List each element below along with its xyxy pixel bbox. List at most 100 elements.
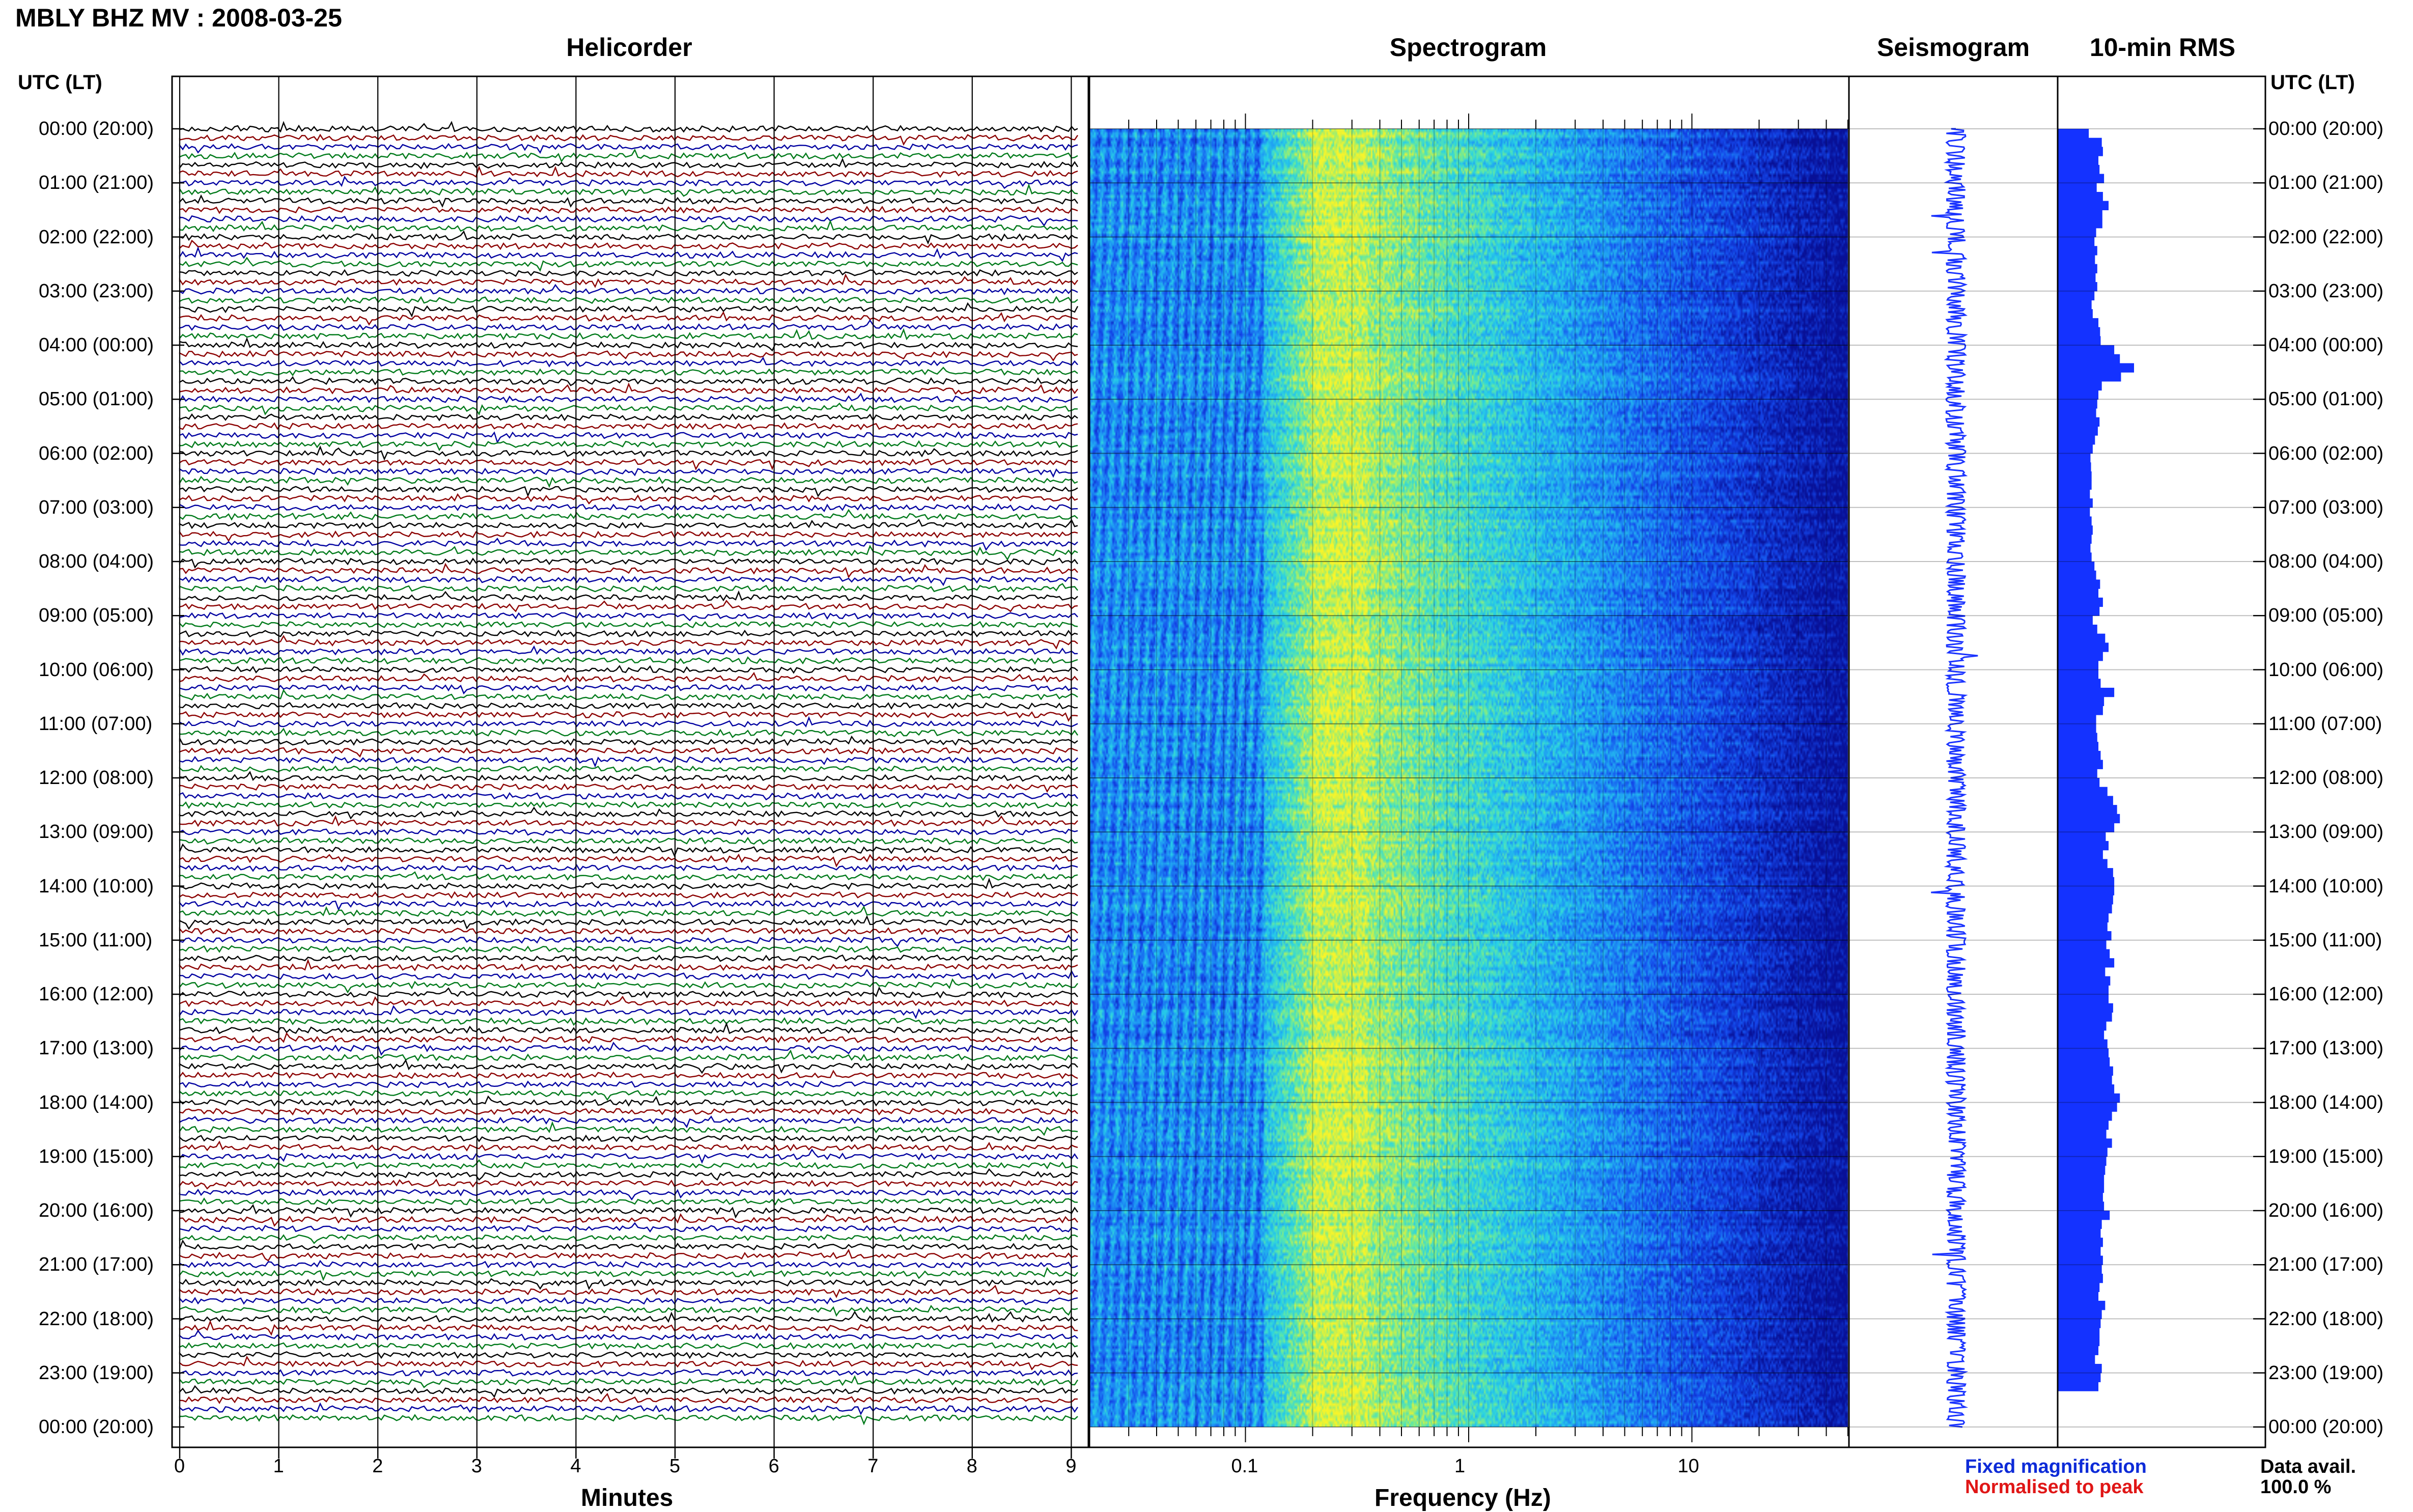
- rms-bar: [2058, 904, 2112, 914]
- rms-bar: [2058, 183, 2097, 192]
- rms-bar: [2058, 787, 2108, 797]
- helicorder-trace-line: [179, 634, 1078, 650]
- rms-bar: [2058, 246, 2097, 256]
- helicorder-trace-line: [179, 206, 1078, 214]
- helicorder-trace-line: [179, 367, 1078, 377]
- helicorder-trace-line: [179, 954, 1078, 963]
- left-time-axis-label: UTC (LT): [18, 71, 102, 94]
- helicorder-trace-line: [179, 575, 1078, 586]
- helicorder-trace-line: [179, 183, 1078, 197]
- rms-bar: [2058, 597, 2103, 607]
- helicorder-trace-line: [179, 927, 1078, 935]
- helicorder-trace-line: [179, 853, 1078, 867]
- helicorder-trace-line: [179, 871, 1078, 881]
- helicorder-trace-line: [179, 440, 1078, 452]
- rms-bar: [2058, 652, 2103, 661]
- helicorder-trace-line: [179, 376, 1078, 386]
- helicorder-trace-line: [179, 590, 1078, 602]
- left-time-label: 13:00 (09:00): [39, 821, 154, 843]
- rms-bar: [2058, 444, 2093, 454]
- seismogram-panel: [1849, 128, 2057, 1428]
- right-time-label: 23:00 (19:00): [2268, 1362, 2384, 1384]
- rms-bar: [2058, 1201, 2105, 1211]
- rms-bar: [2058, 363, 2134, 373]
- helicorder-trace-line: [179, 273, 1078, 288]
- right-panels-frame: [1088, 75, 2266, 1448]
- helicorder-trace-line: [179, 716, 1078, 728]
- rms-bar: [2058, 1273, 2103, 1283]
- helicorder-trace-line: [179, 1234, 1078, 1244]
- rms-bar: [2058, 868, 2113, 878]
- rms-bar: [2058, 760, 2103, 769]
- helicorder-trace-line: [179, 557, 1078, 569]
- rms-bar: [2058, 1319, 2101, 1328]
- helicorder-trace-line: [179, 337, 1078, 352]
- right-time-label: 04:00 (00:00): [2268, 334, 2384, 356]
- right-time-label: 02:00 (22:00): [2268, 226, 2384, 248]
- rms-bar: [2058, 1246, 2101, 1256]
- helicorder-trace-line: [179, 645, 1078, 656]
- spectrogram-x-tick-label: 1: [1454, 1455, 1466, 1477]
- helicorder-trace-line: [179, 877, 1078, 890]
- rms-bar: [2058, 255, 2095, 265]
- left-time-label: 03:00 (23:00): [39, 280, 154, 302]
- helicorder-trace-line: [179, 215, 1078, 227]
- rms-bar: [2058, 372, 2121, 382]
- rms-bar: [2058, 1265, 2102, 1274]
- rms-bar: [2058, 660, 2098, 670]
- helicorder-trace-line: [179, 503, 1078, 513]
- left-time-label: 08:00 (04:00): [39, 551, 154, 572]
- rms-bar: [2058, 624, 2097, 634]
- spectrogram-title: Spectrogram: [1389, 33, 1547, 62]
- helicorder-trace-line: [179, 1278, 1078, 1291]
- helicorder-trace-line: [179, 1159, 1078, 1169]
- rms-bar: [2058, 958, 2115, 968]
- left-time-label: 00:00 (20:00): [39, 118, 154, 139]
- right-time-label: 01:00 (21:00): [2268, 172, 2384, 194]
- rms-bar: [2058, 471, 2092, 481]
- helicorder-trace-line: [179, 143, 1078, 154]
- rms-bar: [2058, 1021, 2107, 1031]
- helicorder-x-tick-label: 7: [867, 1455, 879, 1477]
- rms-bar: [2058, 1111, 2112, 1121]
- helicorder-trace-line: [179, 656, 1078, 665]
- rms-bar: [2058, 1039, 2108, 1049]
- rms-panel: [2058, 128, 2265, 1427]
- helicorder-trace-line: [179, 968, 1078, 981]
- helicorder-trace-line: [179, 843, 1078, 858]
- helicorder-trace-line: [179, 783, 1078, 793]
- rms-bar: [2058, 1382, 2098, 1391]
- rms-bar: [2058, 137, 2102, 148]
- helicorder-trace-line: [179, 133, 1078, 146]
- right-time-label: 16:00 (12:00): [2268, 984, 2384, 1005]
- rms-bar: [2058, 1066, 2113, 1076]
- rms-bar: [2058, 823, 2115, 832]
- helicorder-trace-line: [179, 445, 1078, 461]
- left-time-label: 10:00 (06:00): [39, 659, 154, 681]
- helicorder-trace-line: [179, 900, 1078, 911]
- helicorder-trace-line: [179, 538, 1078, 551]
- left-time-label: 21:00 (17:00): [39, 1254, 154, 1276]
- rms-bar: [2058, 1057, 2110, 1067]
- rms-bar: [2058, 967, 2106, 977]
- left-time-label: 14:00 (10:00): [39, 875, 154, 897]
- helicorder-trace-line: [179, 1168, 1078, 1181]
- right-time-label: 07:00 (03:00): [2268, 496, 2384, 518]
- rms-bar: [2058, 1355, 2095, 1364]
- rms-bar: [2058, 1174, 2105, 1184]
- left-time-label: 04:00 (00:00): [39, 334, 154, 356]
- rms-bar: [2058, 814, 2120, 824]
- helicorder-trace-line: [179, 815, 1078, 827]
- rms-bar: [2058, 742, 2098, 751]
- helicorder-trace-line: [179, 269, 1078, 277]
- helicorder-trace-line: [179, 486, 1078, 497]
- rms-bar: [2058, 318, 2098, 328]
- helicorder-trace-line: [179, 157, 1079, 170]
- right-time-label: 09:00 (05:00): [2268, 605, 2384, 627]
- helicorder-trace-line: [179, 765, 1078, 773]
- helicorder-trace-line: [179, 1108, 1078, 1116]
- helicorder-trace-line: [179, 959, 1078, 972]
- rms-bar: [2058, 1147, 2108, 1157]
- helicorder-trace-line: [179, 194, 1078, 208]
- helicorder-trace-line: [179, 934, 1078, 947]
